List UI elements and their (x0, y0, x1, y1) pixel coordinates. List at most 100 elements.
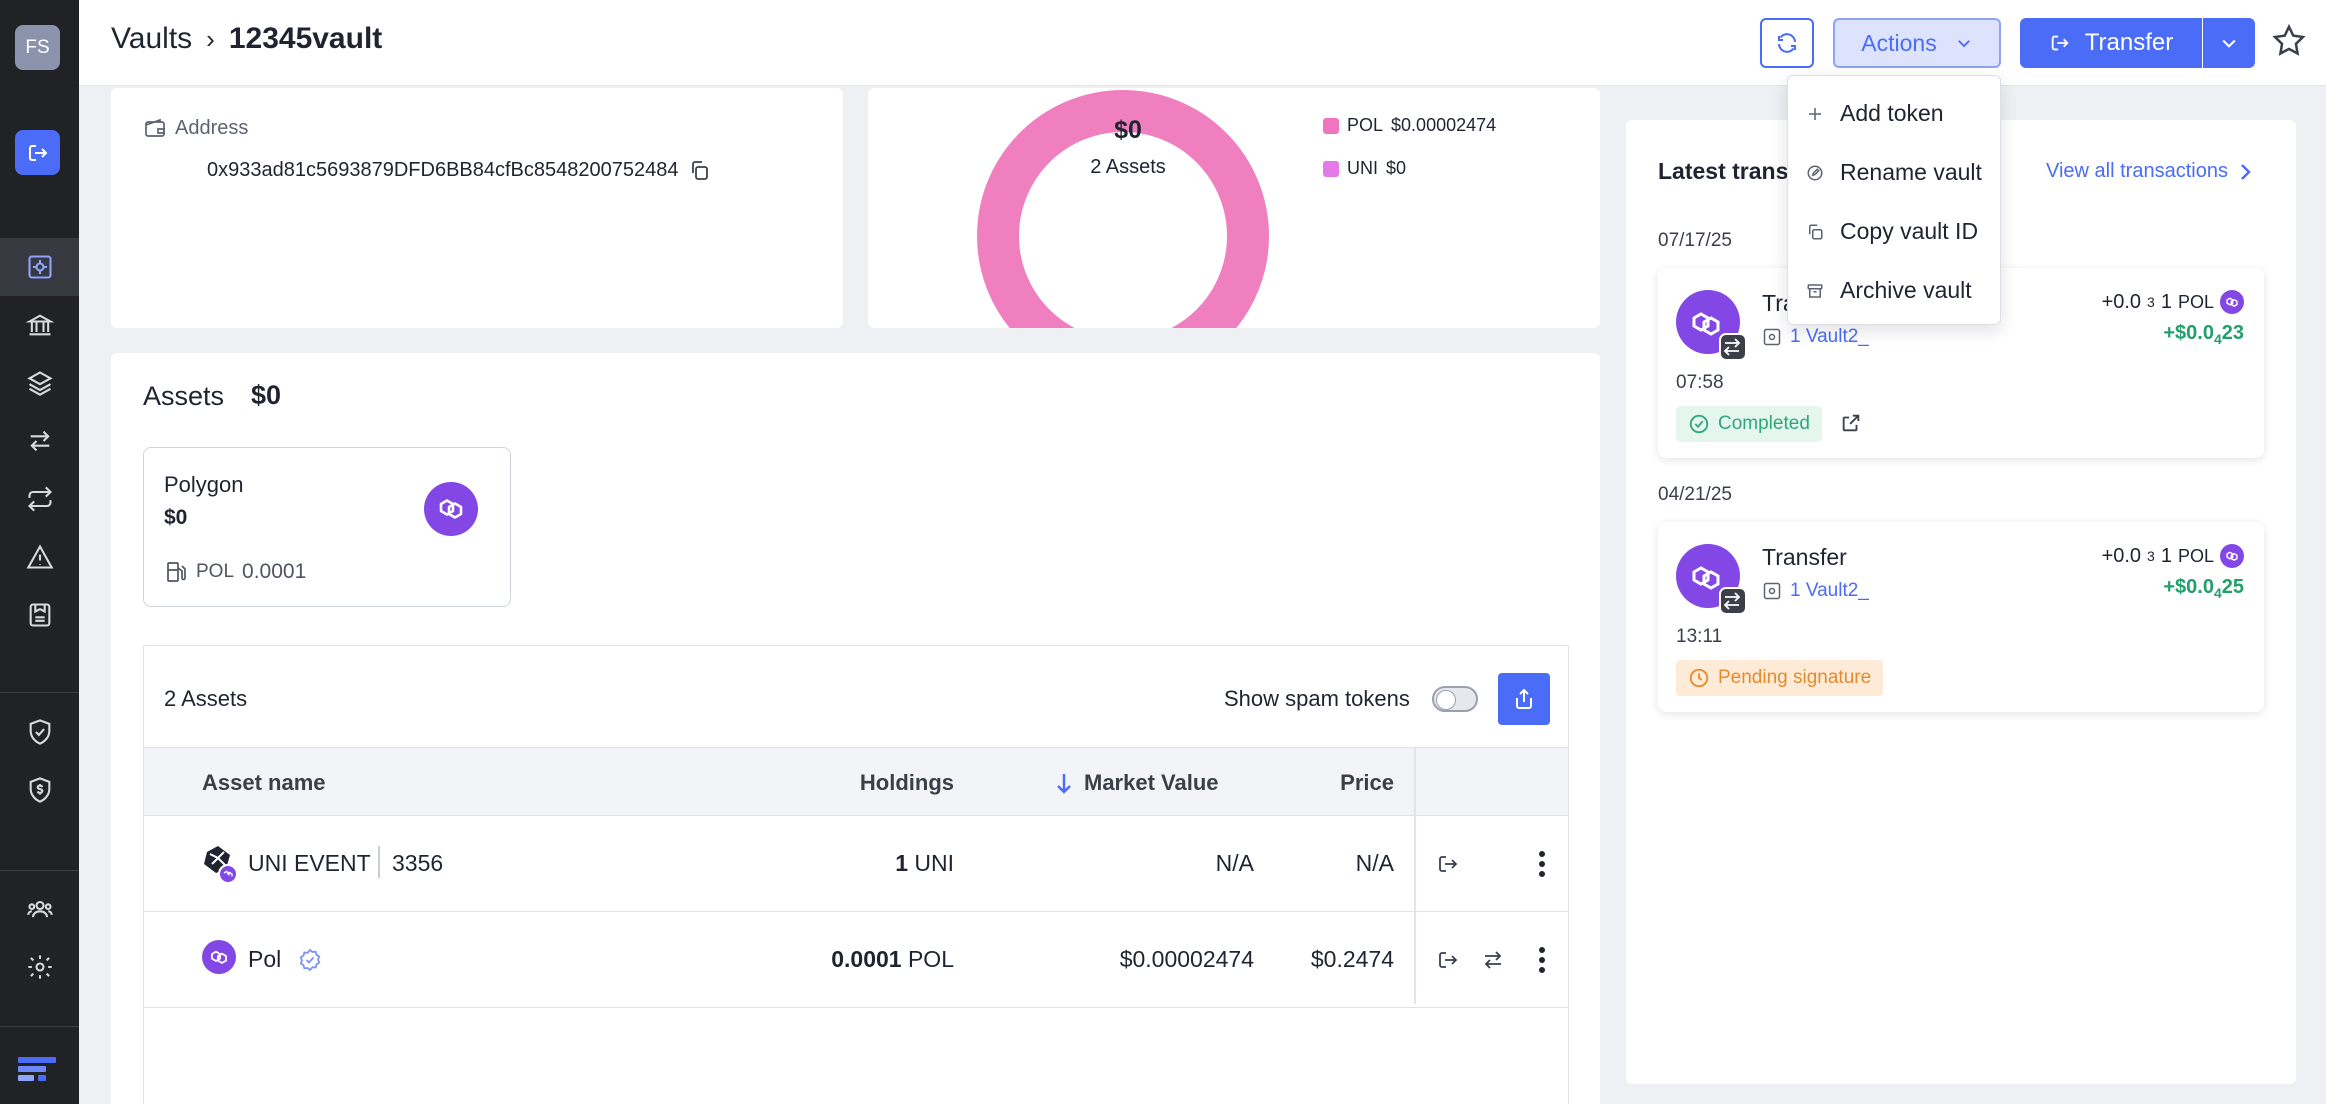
assets-total: $0 (251, 380, 282, 410)
sidebar-item-alerts[interactable] (0, 528, 79, 586)
sidebar-item-settings[interactable] (0, 938, 79, 996)
table-row[interactable]: Pol 0.0001 POL $0.00002474 $0.2474 (144, 912, 1568, 1008)
name-divider (378, 846, 380, 878)
menu-item-label: Archive vault (1840, 277, 1972, 303)
column-market-value[interactable]: Market Value (1054, 770, 1219, 796)
sidebar-item-assets[interactable] (0, 354, 79, 412)
favorite-button[interactable] (2270, 22, 2308, 65)
legend-swatch (1323, 160, 1339, 177)
transfer-out-icon[interactable] (1436, 852, 1460, 876)
transaction-time: 13:11 (1676, 626, 1723, 647)
gear-icon (27, 955, 52, 979)
chevron-down-icon (2222, 39, 2236, 48)
check-circle-icon (1689, 414, 1709, 434)
menu-item-archive-vault[interactable]: Archive vault (1788, 261, 2000, 320)
brand-logo-icon (18, 1057, 56, 1081)
asset-token-id: 3356 (392, 850, 444, 876)
transaction-type: Transfer (1762, 544, 1847, 570)
breadcrumb: Vaults › 12345vault (111, 22, 382, 56)
asset-price: N/A (1355, 850, 1394, 876)
menu-item-label: Rename vault (1840, 159, 1982, 185)
transaction-vault-name: 1 Vault2_ (1790, 580, 1869, 601)
legend-value: $0 (1386, 158, 1407, 178)
allocation-ring (977, 90, 1269, 328)
transaction-card[interactable]: Transfer 1 Vault2_ +0.0 3 1 POL +$0.0425 1… (1658, 522, 2264, 712)
menu-item-label: Copy vault ID (1840, 218, 1979, 244)
vault-icon (1763, 582, 1781, 600)
breadcrumb-vaults-link[interactable]: Vaults (111, 22, 193, 55)
warning-icon (26, 544, 53, 569)
transaction-vault[interactable]: 1 Vault2_ (1762, 326, 1869, 348)
usd-suffix: 25 (2221, 576, 2244, 598)
edit-icon (1807, 165, 1823, 180)
sidebar-transfer-button[interactable] (15, 130, 60, 175)
menu-item-rename-vault[interactable]: Rename vault (1788, 143, 2000, 202)
brand-logo (18, 1055, 58, 1090)
network-card-polygon[interactable]: Polygon $0 POL 0.0001 (143, 447, 511, 607)
transaction-time: 07:58 (1676, 372, 1724, 393)
sidebar-item-transfers[interactable] (0, 412, 79, 470)
spam-toggle[interactable] (1432, 686, 1478, 712)
amount-symbol: POL (2177, 545, 2214, 566)
sidebar-item-reports[interactable] (0, 586, 79, 644)
holdings-symbol: UNI (914, 850, 954, 876)
status-badge: Completed (1676, 406, 1822, 442)
sidebar-item-policies[interactable] (0, 703, 79, 761)
more-vertical-icon[interactable] (1536, 946, 1548, 974)
archive-icon (1807, 283, 1823, 298)
actions-menu: Add token Rename vault Copy vault ID Arc… (1787, 75, 2001, 325)
sidebar-item-users[interactable] (0, 880, 79, 938)
table-header: Asset name Holdings Market Value Price (144, 748, 1568, 816)
transfer-out-icon[interactable] (1436, 948, 1460, 972)
column-asset-name[interactable]: Asset name (202, 770, 326, 795)
assets-title: Assets (143, 381, 225, 411)
transfer-button[interactable]: Transfer (2020, 18, 2202, 68)
polygon-icon (2220, 290, 2244, 314)
menu-item-add-token[interactable]: Add token (1788, 84, 2000, 143)
asset-name: UNI EVENT (248, 850, 371, 876)
assets-count-label: 2 Assets (164, 686, 248, 711)
legend-symbol: POL (1347, 115, 1384, 135)
usd-suffix: 23 (2221, 322, 2244, 344)
sidebar: FS (0, 0, 79, 1104)
asset-holdings: 0.0001 POL (754, 946, 954, 973)
share-icon (1516, 688, 1532, 709)
column-price[interactable]: Price (1340, 770, 1394, 795)
actions-label: Actions (1861, 29, 1937, 56)
page-title: 12345vault (228, 22, 383, 55)
transaction-usd: +$0.0425 (2163, 576, 2244, 601)
table-row[interactable]: UNI EVENT 3356 1 UNI N/A N/A (144, 816, 1568, 912)
swap-icon[interactable] (1480, 948, 1506, 972)
amount-prefix: +0.0 (2101, 544, 2142, 567)
network-name: Polygon (164, 472, 244, 497)
sidebar-item-vaults[interactable] (0, 238, 79, 296)
users-icon (26, 900, 53, 918)
assets-table-toolbar: 2 Assets Show spam tokens (144, 646, 1568, 748)
external-link-icon[interactable] (1840, 412, 1862, 434)
refresh-icon (1778, 33, 1796, 53)
sidebar-item-bank[interactable] (0, 296, 79, 354)
transfer-label: Transfer (2084, 29, 2174, 56)
refresh-button[interactable] (1760, 18, 1814, 68)
view-all-transactions-link[interactable]: View all transactions (2046, 160, 2252, 183)
transaction-vault[interactable]: 1 Vault2_ (1762, 580, 1869, 602)
transfer-options-button[interactable] (2203, 18, 2255, 68)
user-avatar[interactable]: FS (15, 25, 60, 70)
menu-item-copy-vault-id[interactable]: Copy vault ID (1788, 202, 2000, 261)
copy-icon[interactable] (687, 158, 711, 182)
actions-column-divider (1414, 748, 1416, 1004)
swap-icon (29, 430, 50, 452)
amount-subscript: 3 (2147, 294, 2155, 310)
sidebar-item-spending[interactable] (0, 761, 79, 819)
usd-prefix: +$0.0 (2163, 322, 2214, 344)
sidebar-item-transactions[interactable] (0, 470, 79, 528)
more-vertical-icon[interactable] (1536, 850, 1548, 878)
actions-button[interactable]: Actions (1833, 18, 2001, 68)
legend-item-pol: POL $0.00002474 (1323, 115, 1496, 136)
asset-market-value: $0.00002474 (1119, 946, 1254, 972)
vault-address: 0x933ad81c5693879DFD6BB84cfBc85482007524… (207, 158, 679, 181)
sidebar-divider (0, 870, 79, 871)
column-holdings[interactable]: Holdings (859, 770, 954, 795)
holdings-symbol: POL (907, 946, 954, 972)
export-button[interactable] (1498, 673, 1550, 725)
